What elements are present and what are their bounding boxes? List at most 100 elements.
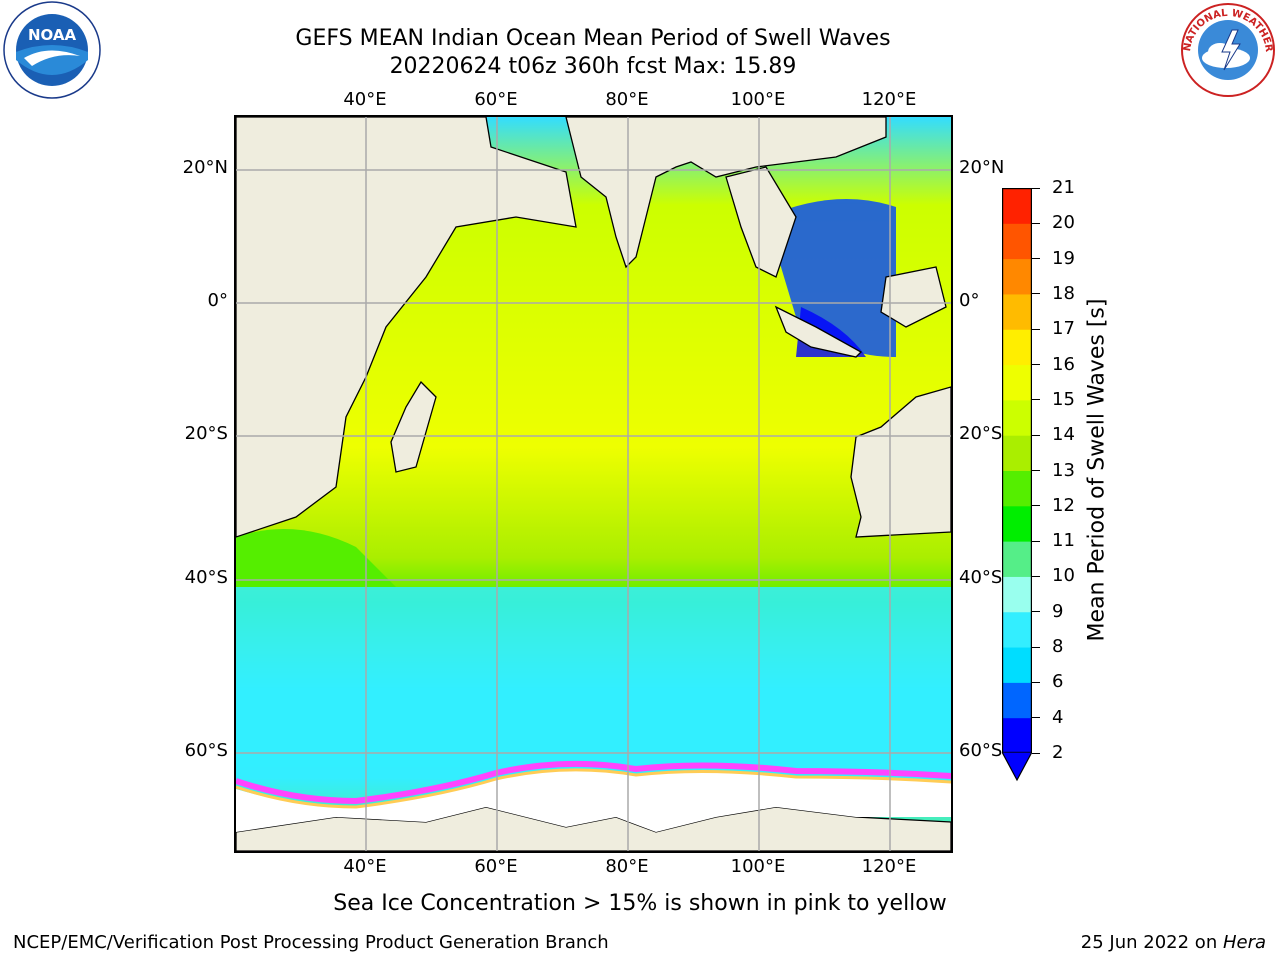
- colorbar-tick-label: 18: [1052, 282, 1075, 304]
- colorbar-segment: [1002, 576, 1032, 613]
- colorbar-tick-label: 2: [1052, 742, 1064, 763]
- colorbar-tick-label: 16: [1052, 353, 1075, 375]
- colorbar-tick-mark: [1032, 222, 1040, 224]
- colorbar-tick-mark: [1032, 187, 1040, 189]
- map-panel: [234, 115, 953, 853]
- africa-landmass: [236, 117, 577, 538]
- sea-ice-caption: Sea Ice Concentration > 15% is shown in …: [333, 891, 947, 916]
- colorbar: [1002, 188, 1032, 753]
- chart-title: GEFS MEAN Indian Ocean Mean Period of Sw…: [295, 26, 891, 51]
- madagascar-island: [390, 380, 437, 473]
- lon-label-bottom-40e: 40°E: [343, 856, 387, 877]
- colorbar-tick-mark: [1032, 752, 1040, 754]
- svg-text:NOAA: NOAA: [28, 26, 77, 44]
- colorbar-tick-mark: [1032, 399, 1040, 401]
- lat-label-right-40s: 40°S: [959, 567, 1003, 588]
- lon-label-top-40e: 40°E: [343, 89, 387, 110]
- colorbar-tick-mark: [1032, 470, 1040, 471]
- colorbar-tick-mark: [1032, 328, 1040, 330]
- colorbar-tick-label: 17: [1052, 318, 1075, 340]
- australia-landmass: [850, 386, 951, 538]
- colorbar-tick-mark: [1032, 540, 1040, 542]
- footer-credit: NCEP/EMC/Verification Post Processing Pr…: [13, 932, 609, 953]
- colorbar-tick-mark: [1032, 717, 1040, 719]
- colorbar-segment: [1002, 399, 1032, 436]
- sea-ice-zone: [236, 769, 951, 832]
- colorbar-tick-label: 13: [1052, 459, 1075, 481]
- west-green-band: [236, 529, 396, 587]
- colorbar-tick-label: 21: [1052, 177, 1075, 198]
- sea-low-period-patch: [766, 199, 896, 357]
- colorbar-tick-label: 9: [1052, 600, 1064, 622]
- se-asia-landmass: [725, 166, 797, 278]
- colorbar-segment: [1002, 717, 1032, 753]
- colorbar-tick-label: 15: [1052, 388, 1075, 410]
- colorbar-extend-triangle: [1002, 752, 1032, 782]
- lon-label-top-120e: 120°E: [861, 89, 917, 110]
- lat-label-right-0: 0°: [959, 290, 980, 311]
- colorbar-tick-mark: [1032, 681, 1040, 683]
- sea-ice-edge: [236, 760, 951, 805]
- colorbar-tick-mark: [1032, 611, 1040, 613]
- colorbar-tick-label: 20: [1052, 212, 1075, 234]
- footer-date: 25 Jun 2022 on Hera: [1081, 932, 1266, 953]
- colorbar-tick-mark: [1032, 434, 1040, 436]
- colorbar-tick-label: 8: [1052, 636, 1064, 658]
- colorbar-tick-label: 10: [1052, 565, 1075, 587]
- colorbar-segment: [1002, 223, 1032, 260]
- southern-ocean-field: [236, 587, 951, 767]
- colorbar-segment: [1002, 611, 1032, 648]
- colorbar-segment: [1002, 258, 1032, 295]
- lat-label-left-20n: 20°N: [182, 157, 228, 178]
- lon-label-top-100e: 100°E: [730, 89, 786, 110]
- sumatra-island: [774, 305, 863, 358]
- map-svg: [236, 117, 951, 851]
- colorbar-tick-label: 6: [1052, 671, 1064, 693]
- colorbar-segment: [1002, 329, 1032, 366]
- footer-date-text: 25 Jun 2022 on: [1080, 932, 1223, 953]
- lat-label-right-20n: 20°N: [959, 157, 1005, 178]
- colorbar-tick-mark: [1032, 505, 1040, 507]
- colorbar-tick-mark: [1032, 575, 1040, 577]
- lat-label-right-60s: 60°S: [959, 740, 1003, 761]
- sea-ice-edge-yellow: [236, 768, 951, 809]
- borneo-island: [880, 266, 947, 328]
- colorbar-tick-mark: [1032, 646, 1040, 648]
- nws-logo-icon: NATIONAL WEATHER SERVICE: [1176, 0, 1275, 97]
- colorbar-segment: [1002, 435, 1032, 471]
- colorbar-tick-label: 19: [1052, 247, 1075, 269]
- colorbar-segment: [1002, 188, 1032, 224]
- colorbar-segment: [1002, 647, 1032, 683]
- colorbar-segment: [1002, 470, 1032, 507]
- india-landmass: [565, 117, 887, 269]
- lon-label-bottom-80e: 80°E: [605, 856, 649, 877]
- colorbar-segment: [1002, 505, 1032, 542]
- lon-label-bottom-100e: 100°E: [730, 856, 786, 877]
- chart-subtitle: 20220624 t06z 360h fcst Max: 15.89: [389, 54, 797, 79]
- colorbar-segment: [1002, 293, 1032, 330]
- lon-label-top-60e: 60°E: [474, 89, 518, 110]
- colorbar-tick-label: 11: [1052, 530, 1075, 552]
- graticule: [236, 117, 951, 851]
- colorbar-tick-mark: [1032, 364, 1040, 366]
- colorbar-tick-mark: [1032, 293, 1040, 295]
- noaa-logo-icon: NOAA: [3, 1, 101, 99]
- colorbar-tick-label: 12: [1052, 494, 1075, 516]
- lat-label-left-60s: 60°S: [184, 740, 228, 761]
- colorbar-segment: [1002, 364, 1032, 401]
- colorbar-label: Mean Period of Swell Waves [s]: [1084, 298, 1110, 642]
- footer-host: Hera: [1222, 932, 1266, 953]
- land: [236, 117, 951, 851]
- colorbar-tick-mark: [1032, 258, 1040, 260]
- lon-label-bottom-120e: 120°E: [861, 856, 917, 877]
- colorbar-segment: [1002, 541, 1032, 577]
- lat-label-left-0: 0°: [207, 290, 228, 311]
- lat-label-right-20s: 20°S: [959, 423, 1003, 444]
- lat-label-left-40s: 40°S: [184, 567, 228, 588]
- lat-label-left-20s: 20°S: [184, 423, 228, 444]
- lon-label-top-80e: 80°E: [605, 89, 649, 110]
- colorbar-segment: [1002, 682, 1032, 719]
- colorbar-tick-label: 4: [1052, 706, 1064, 728]
- colorbar-tick-label: 14: [1052, 424, 1075, 446]
- lon-label-bottom-60e: 60°E: [474, 856, 518, 877]
